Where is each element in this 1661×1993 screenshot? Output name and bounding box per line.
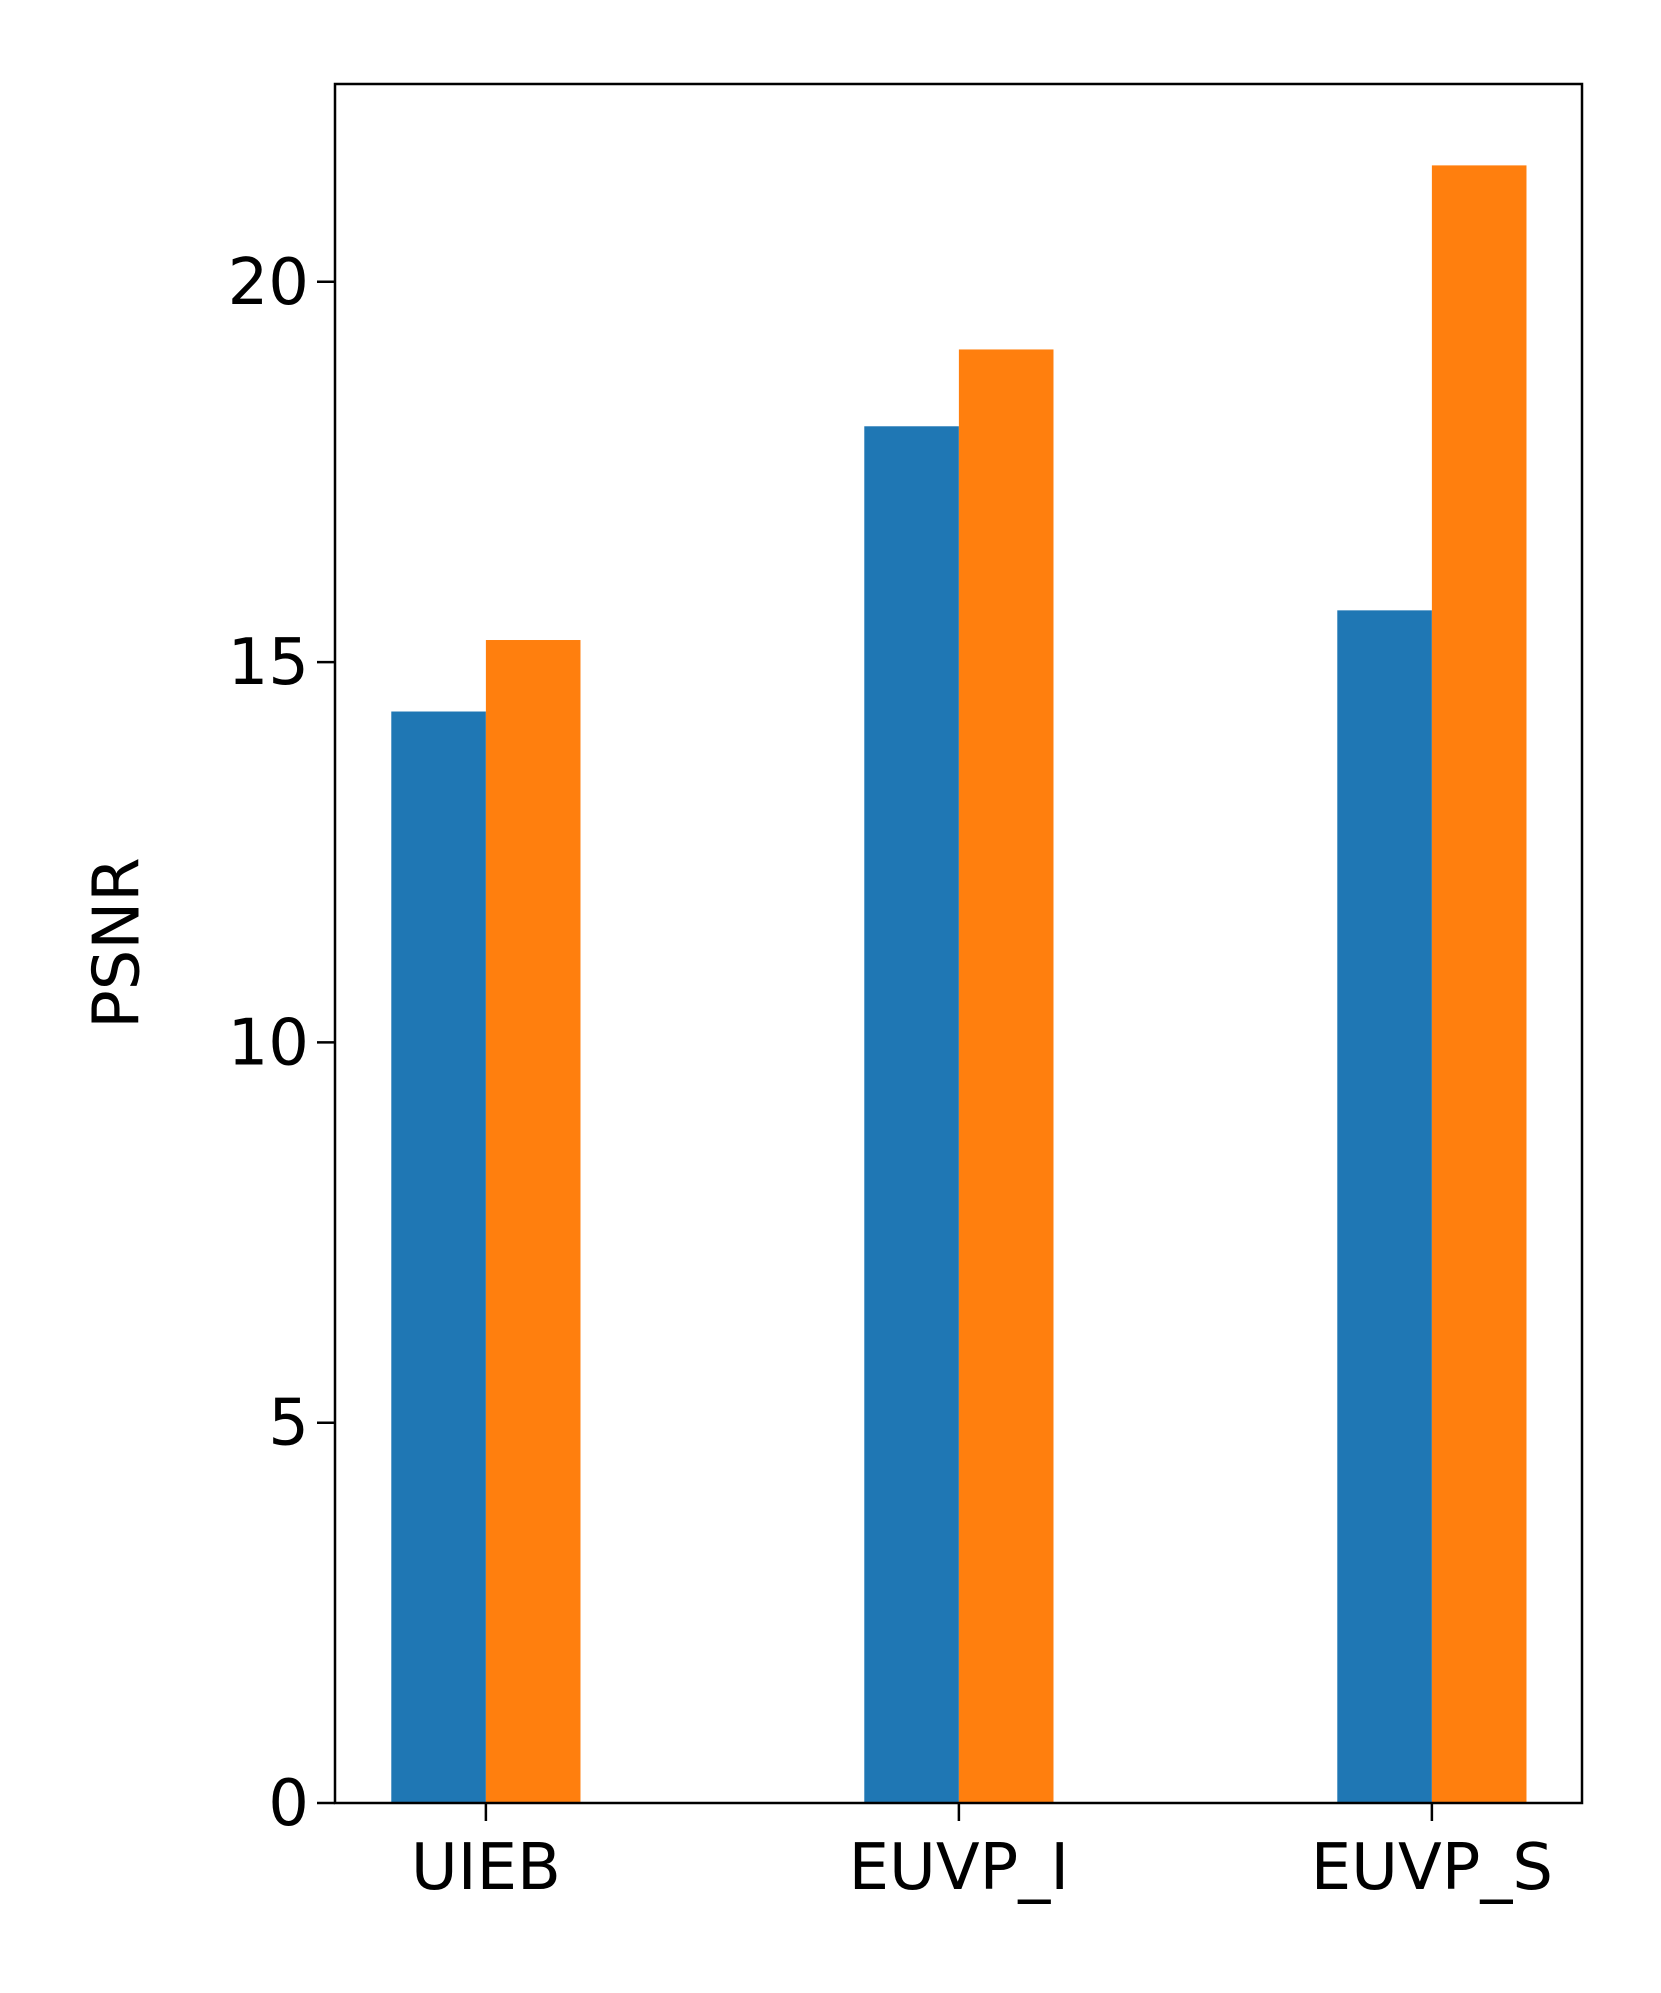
bar (958, 349, 1054, 1804)
x-tick-label: UIEB (411, 1831, 561, 1905)
y-tick-label: 15 (228, 626, 309, 700)
bar (1431, 165, 1527, 1804)
y-tick-label: 0 (268, 1767, 309, 1841)
bar (1337, 610, 1432, 1804)
y-tick-label: 5 (268, 1387, 309, 1461)
bar (864, 426, 959, 1803)
plot-frame (333, 82, 1584, 1805)
x-tick-label: EUVP_I (849, 1831, 1070, 1905)
y-axis-label: PSNR (81, 857, 155, 1029)
x-tick-label: EUVP_S (1311, 1831, 1553, 1905)
bar (391, 711, 486, 1804)
y-tick-label: 20 (228, 246, 309, 320)
bar (485, 640, 581, 1803)
y-tick-label: 10 (228, 1006, 309, 1080)
